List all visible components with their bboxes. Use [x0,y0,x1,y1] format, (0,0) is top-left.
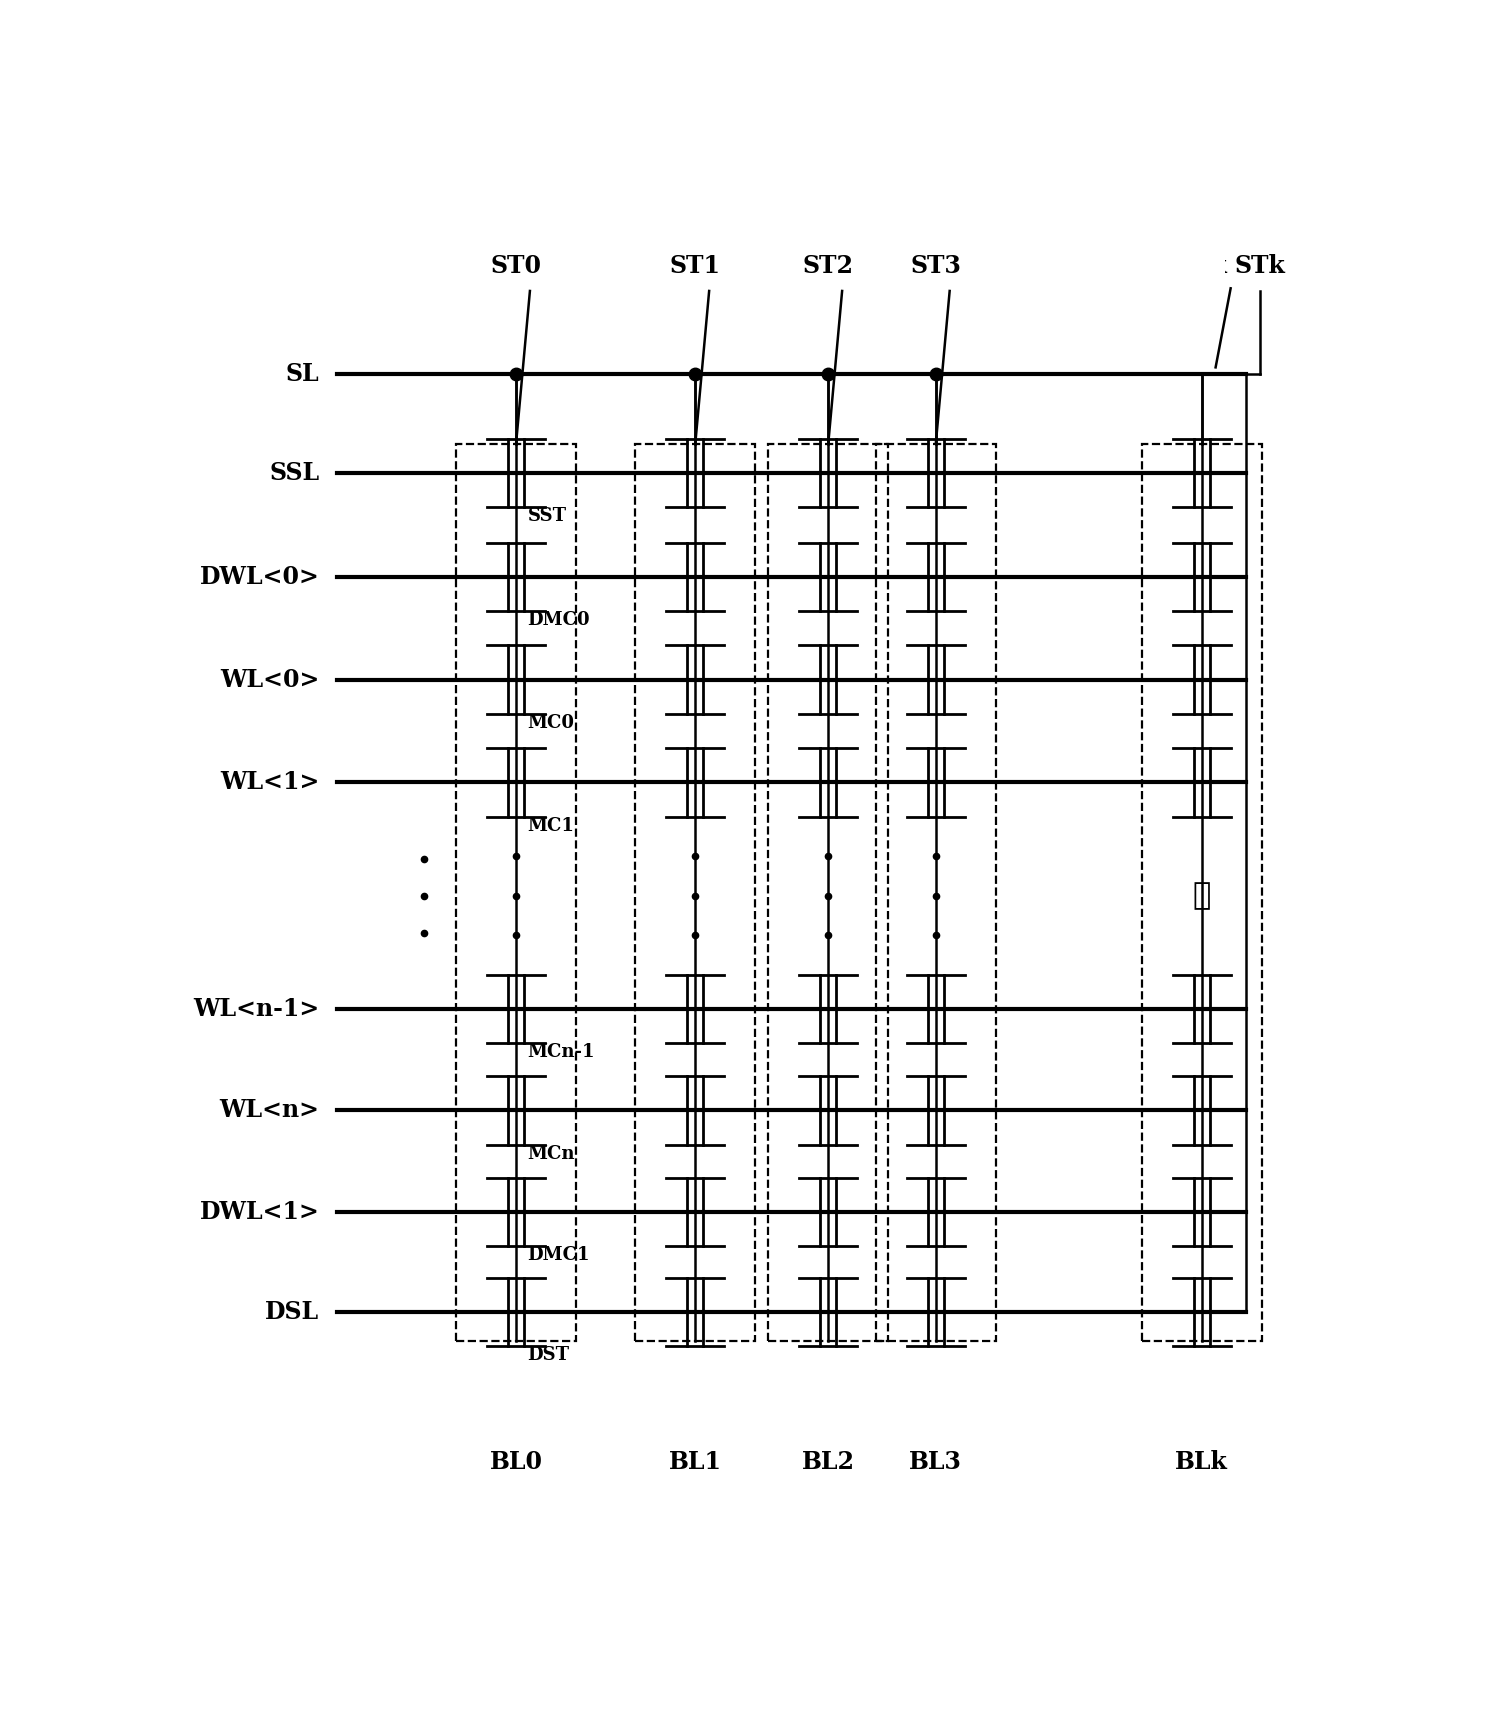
Bar [876,443,995,1341]
Text: MC0: MC0 [528,713,574,732]
Text: DWL<1>: DWL<1> [200,1199,319,1223]
Text: WL<0>: WL<0> [221,667,319,691]
Text: STk: STk [1234,253,1285,277]
Text: SSL: SSL [270,460,319,484]
Bar [636,443,755,1341]
Text: WL<n>: WL<n> [219,1098,319,1122]
Text: DMC0: DMC0 [528,611,591,630]
Text: DMC1: DMC1 [528,1246,591,1264]
Text: BL2: BL2 [801,1451,855,1475]
Text: WL<1>: WL<1> [221,770,319,794]
Text: BL1: BL1 [668,1451,722,1475]
Text: WL<n-1>: WL<n-1> [194,998,319,1021]
Bar [457,443,576,1341]
Bar [1141,443,1262,1341]
Text: ST0: ST0 [491,253,542,277]
Text: ST1: ST1 [670,253,721,277]
Text: ST3: ST3 [910,253,961,277]
Text: SST: SST [528,506,567,525]
Text: MC1: MC1 [528,816,574,835]
Text: STk: STk [1176,253,1226,277]
Text: DST: DST [528,1347,570,1364]
Text: MCn-1: MCn-1 [528,1044,595,1061]
Text: MCn: MCn [528,1145,574,1163]
Text: DSL: DSL [266,1300,319,1324]
Text: ST2: ST2 [803,253,853,277]
Text: SL: SL [286,363,319,387]
Text: BLk: BLk [1176,1451,1228,1475]
Bar [768,443,888,1341]
Text: DWL<0>: DWL<0> [200,565,319,589]
Text: BL3: BL3 [909,1451,962,1475]
Text: ⋯: ⋯ [1192,879,1212,912]
Text: BL0: BL0 [489,1451,543,1475]
